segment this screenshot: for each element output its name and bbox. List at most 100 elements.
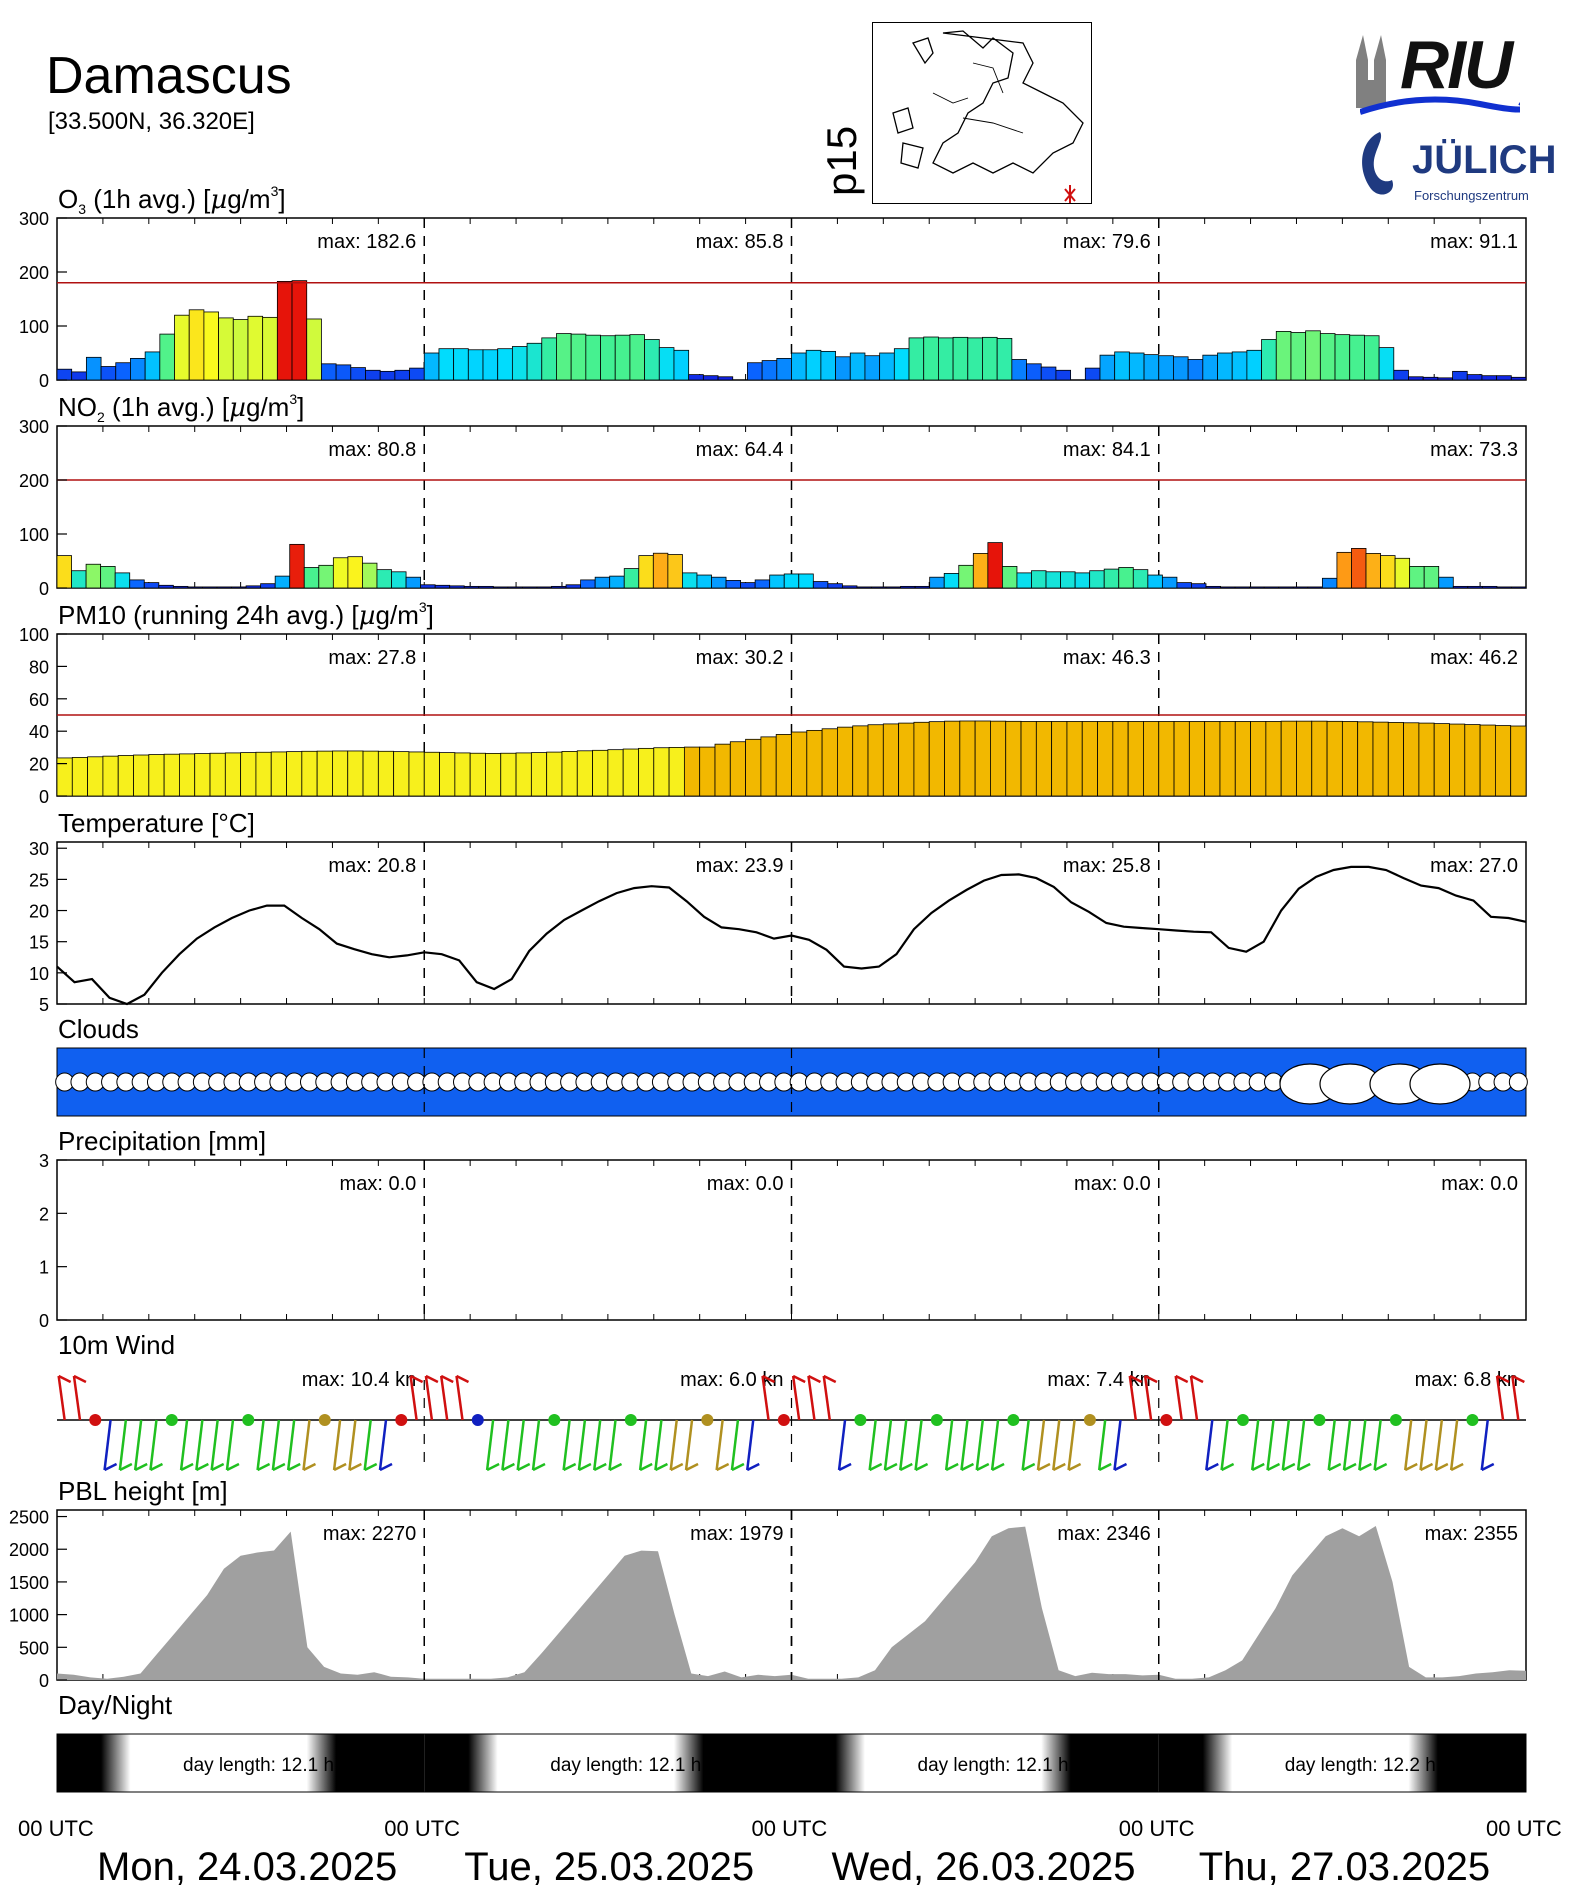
wind-barb xyxy=(791,1375,801,1421)
utc-tick-label: 00 UTC xyxy=(18,1816,94,1841)
o3-bar xyxy=(923,336,939,381)
no2-bar xyxy=(1147,574,1163,589)
temp-y-tick-label: 30 xyxy=(29,839,49,859)
no2-bar xyxy=(929,576,945,589)
wind-barb xyxy=(149,1419,158,1471)
wind-barb xyxy=(302,1419,311,1471)
pm10-bar xyxy=(1326,720,1343,797)
wind-barb-flag xyxy=(119,1462,133,1472)
pbl-max-label: max: 2346 xyxy=(1057,1523,1150,1545)
o3-bar xyxy=(247,315,264,381)
wind-barb-flag xyxy=(746,1462,760,1472)
wind-barb-flag xyxy=(134,1462,148,1472)
pm10-bar xyxy=(806,729,823,797)
temp-y-tick-label: 15 xyxy=(29,933,49,953)
pm10-bar xyxy=(928,721,945,797)
o3-bar xyxy=(511,346,528,381)
wind-calm-marker xyxy=(1466,1414,1479,1426)
wind-calm-marker xyxy=(930,1414,943,1426)
o3-bar xyxy=(232,319,249,381)
o3-bar xyxy=(1217,352,1233,381)
wind-barb-flag xyxy=(1496,1374,1510,1384)
pm10-bar xyxy=(944,720,961,797)
no2-bar xyxy=(1423,566,1440,589)
day-length-label: day length: 12.2 h xyxy=(1285,1755,1436,1776)
pm10-bar xyxy=(653,747,670,797)
temp-y-tick-label: 25 xyxy=(29,870,49,890)
julich-logo-text: JÜLICH xyxy=(1412,138,1557,182)
o3-bar xyxy=(1305,330,1321,381)
no2-bar xyxy=(507,586,523,589)
wind-calm-marker xyxy=(1236,1414,1249,1426)
no2-bar xyxy=(492,586,509,589)
no2-bar xyxy=(972,553,989,589)
wind-barb xyxy=(271,1419,281,1471)
wind-barb-flag xyxy=(991,1462,1005,1472)
wind-barb-flag xyxy=(1144,1374,1158,1384)
wind-barb-flag xyxy=(915,1462,929,1472)
no2-bar xyxy=(1001,566,1018,589)
wind-calm-marker xyxy=(471,1414,484,1426)
wind-barb xyxy=(225,1419,235,1471)
wind-barb xyxy=(1358,1419,1367,1471)
no2-bar xyxy=(1481,585,1498,589)
wind-barb xyxy=(990,1419,1000,1471)
pm10-bar xyxy=(607,749,624,797)
pm10-bar xyxy=(301,750,318,797)
pm10-bar xyxy=(561,751,578,797)
no2-bar xyxy=(522,586,538,589)
wind-barb xyxy=(531,1419,541,1471)
temp-max-label: max: 27.0 xyxy=(1430,855,1518,877)
pm10-bar xyxy=(638,747,655,797)
pm10-bar xyxy=(148,754,165,797)
no2-bar xyxy=(1336,551,1352,589)
pm10-bar xyxy=(1112,721,1129,797)
o3-bar xyxy=(717,376,734,381)
pm10-bar xyxy=(515,752,532,797)
wind-barb xyxy=(914,1419,923,1471)
pm10-bar xyxy=(408,751,425,797)
no2-bar xyxy=(812,581,829,589)
no2-bar xyxy=(1438,576,1454,589)
pm10-y-tick-label: 20 xyxy=(29,755,49,775)
wind-barb-flag xyxy=(1205,1462,1219,1472)
pm10-bar xyxy=(1433,723,1450,797)
o3-bar xyxy=(1026,363,1042,381)
wind-barb-flag xyxy=(195,1462,209,1472)
wind-barb xyxy=(256,1419,265,1471)
riu-logo-text: RIU xyxy=(1400,27,1513,103)
wind-barb xyxy=(654,1419,663,1471)
no2-bar xyxy=(1511,586,1527,589)
pm10-bar xyxy=(194,753,211,797)
wind-barb-flag xyxy=(731,1462,745,1472)
pbl-y-tick-label: 2500 xyxy=(9,1508,49,1528)
no2-bar xyxy=(289,543,305,589)
o3-y-tick-label: 200 xyxy=(19,263,49,283)
clouds-title: Clouds xyxy=(58,1014,139,1044)
no2-bar xyxy=(1016,572,1032,589)
wind-barb xyxy=(592,1419,602,1471)
wind-barb xyxy=(1403,1419,1413,1471)
no2-bar xyxy=(1321,577,1338,589)
pm10-y-tick-label: 0 xyxy=(39,787,49,807)
day-date-label: Thu, 27.03.2025 xyxy=(1199,1845,1490,1889)
o3-max-label: max: 182.6 xyxy=(317,231,416,253)
o3-bar xyxy=(644,339,660,381)
o3-bar xyxy=(982,336,998,381)
pm10-bar xyxy=(1158,721,1175,797)
temp-y-tick-label: 10 xyxy=(29,964,49,984)
wind-barb-flag xyxy=(272,1462,286,1472)
wind-barb-flag xyxy=(73,1374,87,1384)
o3-y-tick-label: 100 xyxy=(19,317,49,337)
wind-calm-marker xyxy=(701,1414,714,1426)
wind-barb-flag xyxy=(1098,1462,1112,1472)
pm10-bar xyxy=(1510,725,1527,797)
pm10-bar xyxy=(485,752,502,797)
pm10-bar xyxy=(1280,720,1297,797)
no2-bar xyxy=(1467,585,1483,589)
wind-barb xyxy=(332,1419,342,1471)
temp-max-label: max: 20.8 xyxy=(328,855,416,877)
no2-bar xyxy=(187,586,203,589)
pm10-bar xyxy=(454,752,471,797)
wind-barb xyxy=(1281,1419,1291,1471)
